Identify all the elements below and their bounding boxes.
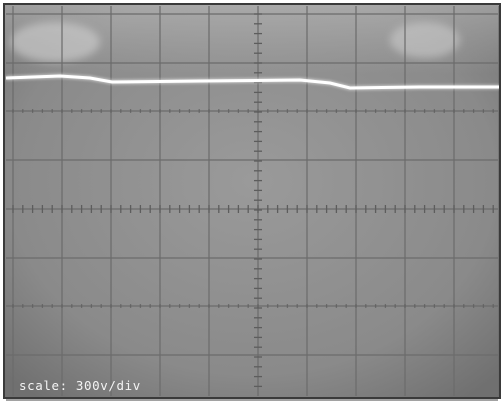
graticule-ticks — [12, 13, 494, 388]
graticule-grid — [6, 6, 500, 401]
glare-spot-left — [10, 22, 100, 62]
signal-trace — [5, 73, 500, 91]
trace-line — [5, 74, 500, 90]
glare-spot-right — [390, 22, 460, 58]
screen-frame — [3, 3, 501, 399]
scale-readout: scale: 300v/div — [19, 378, 141, 393]
